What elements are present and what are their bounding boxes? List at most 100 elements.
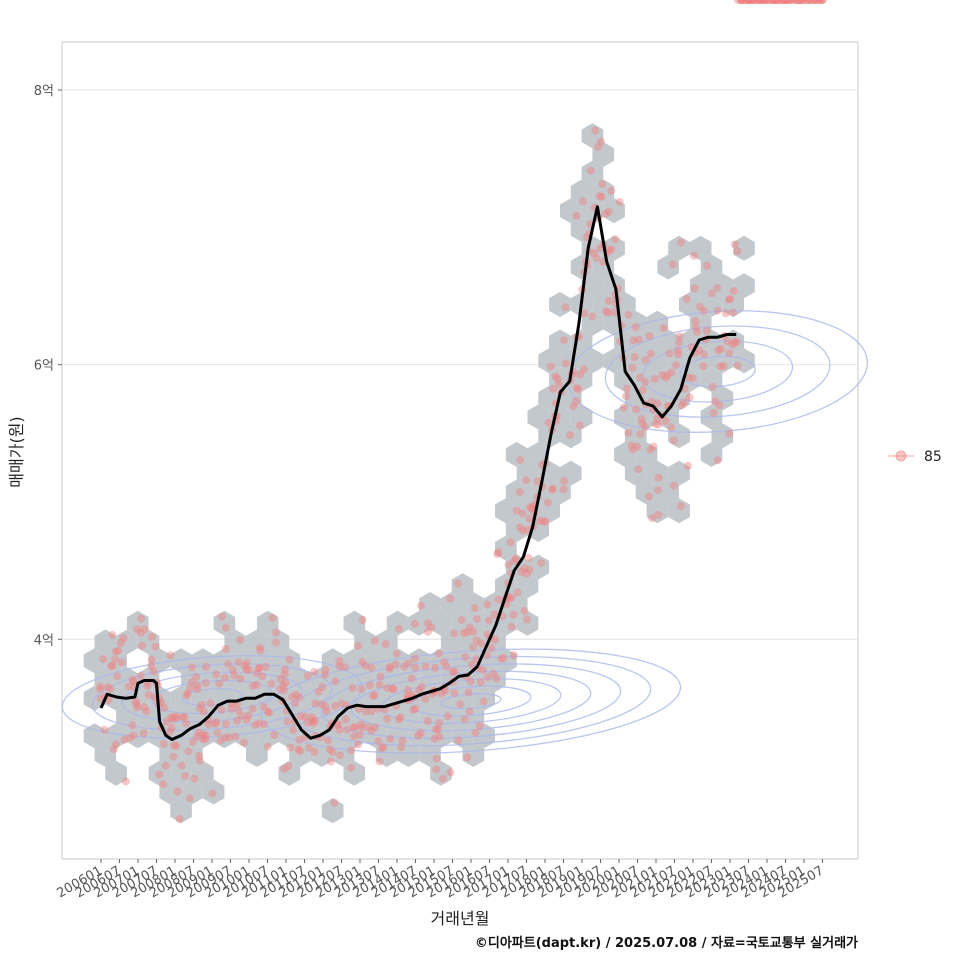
point-52 [151,642,160,651]
point-616 [738,0,747,4]
hexbin-112 [430,610,452,636]
point-11 [108,661,117,670]
point-519 [641,377,649,386]
point-71 [172,741,181,750]
point-580 [699,350,708,359]
point-278 [394,715,403,724]
point-271 [389,685,398,694]
hexbin-190 [592,292,615,317]
point-686 [818,0,827,4]
point-340 [463,628,472,637]
hexbin-60 [256,610,279,636]
point-97 [197,700,206,709]
point-175 [285,655,294,664]
point-312 [432,754,441,763]
point-429 [549,384,557,393]
point-291 [411,704,420,713]
point-163 [271,638,280,647]
hexbin-101 [386,610,409,636]
point-125 [225,733,234,742]
point-591 [713,283,722,292]
point-612 [733,0,742,4]
point-250 [367,707,376,716]
point-472 [594,143,603,152]
point-394 [516,456,525,464]
point-620 [743,0,752,4]
hexbin-227 [679,292,701,317]
point-293 [410,619,419,628]
point-454 [575,421,584,430]
point-284 [404,686,412,694]
point-535 [653,399,662,408]
point-106 [204,720,213,729]
point-568 [690,251,698,260]
hexbin-47 [213,648,236,674]
point-547 [665,349,674,358]
hexbin-165 [560,385,582,411]
point-115 [216,736,225,745]
point-604 [729,308,737,317]
point-233 [349,732,358,741]
point-671 [799,0,808,4]
density-contours [61,310,869,754]
point-192 [304,743,313,752]
point-16 [111,647,120,656]
legend-dot [895,450,907,462]
hexbin-88 [343,610,366,636]
point-558 [676,502,685,511]
point-518 [641,423,650,432]
point-448 [572,383,581,392]
point-136 [240,738,248,747]
hexbin-69 [300,723,322,749]
point-553 [672,361,680,370]
point-187 [296,747,305,756]
point-576 [696,302,704,311]
point-377 [499,654,508,662]
hexbin-41 [202,779,225,805]
hexbin-33 [181,779,203,805]
hexbin-62 [267,629,290,655]
hexbin-85 [343,760,366,786]
point-456 [578,197,587,206]
point-254 [371,723,379,732]
point-608 [733,361,742,370]
point-40 [140,703,149,712]
hexbin-14 [127,685,149,711]
point-593 [716,344,725,353]
point-480 [598,179,607,188]
point-422 [544,418,553,427]
point-627 [749,0,758,4]
point-465 [586,166,595,175]
hexbin-90 [354,667,376,692]
point-39 [139,729,148,738]
point-639 [761,0,770,4]
point-244 [358,616,367,624]
hexbin-72 [311,742,333,767]
hexbin-223 [668,498,690,524]
point-434 [553,374,562,383]
point-79 [182,691,191,700]
point-188 [296,712,305,721]
point-43 [143,682,152,691]
point-386 [509,651,518,660]
point-569 [688,374,697,383]
hexbin-241 [711,348,734,374]
point-516 [636,430,645,438]
hexbin-29 [170,760,192,786]
point-550 [667,368,676,377]
point-107 [206,699,215,708]
point-414 [533,477,542,486]
point-421 [541,517,550,526]
hexbin-114 [430,723,452,749]
legend-entry-85: 85 [924,449,942,465]
point-303 [423,717,432,725]
point-230 [347,746,356,755]
hexbin-171 [570,367,593,392]
hexbin-231 [689,348,712,374]
point-248 [364,723,373,732]
point-661 [787,0,796,4]
point-466 [588,312,597,321]
point-353 [472,615,481,624]
hexbin-95 [375,742,398,767]
hexbin-182 [581,160,604,186]
